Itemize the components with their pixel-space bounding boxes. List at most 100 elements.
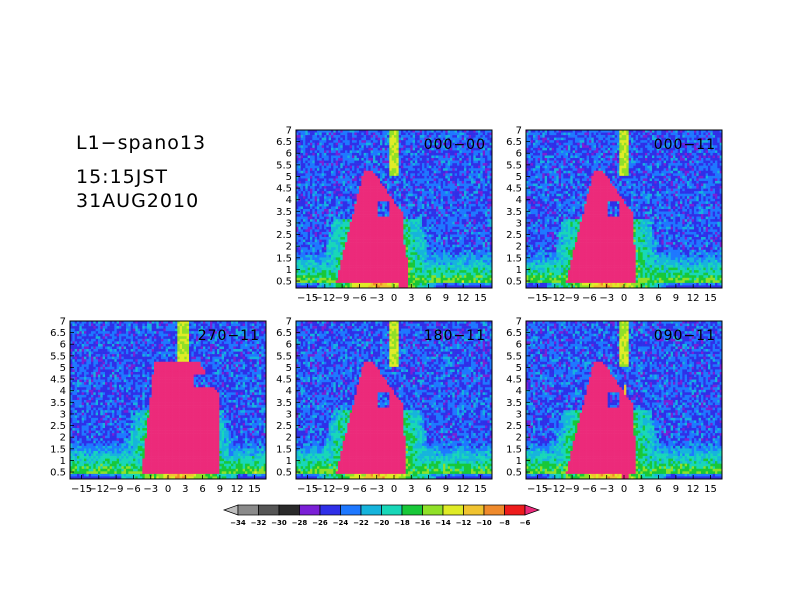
- heatmap-cell: [464, 237, 467, 240]
- heatmap-cell: [466, 273, 469, 276]
- heatmap-cell: [420, 265, 423, 268]
- heatmap-cell: [345, 173, 348, 176]
- heatmap-cell: [303, 255, 306, 258]
- heatmap-cell: [471, 257, 474, 260]
- heatmap-cell: [434, 224, 437, 227]
- heatmap-cell: [361, 178, 364, 181]
- heatmap-cell: [310, 270, 313, 273]
- heatmap-cell: [455, 268, 458, 271]
- heatmap-cell: [399, 201, 402, 204]
- heatmap-cell: [443, 263, 446, 266]
- heatmap-cell: [352, 194, 355, 197]
- heatmap-cell: [352, 145, 355, 148]
- heatmap-cell: [357, 143, 360, 146]
- heatmap-cell: [469, 242, 472, 245]
- heatmap-cell: [471, 265, 474, 268]
- heatmap-cell: [445, 263, 448, 266]
- heatmap-cell: [401, 148, 404, 151]
- heatmap-cell: [371, 196, 374, 199]
- heatmap-cell: [445, 153, 448, 156]
- heatmap-cell: [359, 265, 362, 268]
- heatmap-cell: [357, 209, 360, 212]
- heatmap-cell: [394, 184, 397, 187]
- heatmap-cell: [436, 206, 439, 209]
- heatmap-cell: [333, 168, 336, 171]
- heatmap-cell: [331, 242, 334, 245]
- heatmap-cell: [336, 171, 339, 174]
- heatmap-cell: [392, 227, 395, 230]
- heatmap-cell: [343, 209, 346, 212]
- heatmap-cell: [445, 166, 448, 169]
- heatmap-cell: [413, 181, 416, 184]
- heatmap-cell: [452, 181, 455, 184]
- heatmap-cell: [462, 201, 465, 204]
- heatmap-cell: [371, 153, 374, 156]
- heatmap-cell: [380, 229, 383, 232]
- heatmap-cell: [464, 268, 467, 271]
- heatmap-cell: [366, 143, 369, 146]
- heatmap-cell: [443, 268, 446, 271]
- heatmap-cell: [429, 245, 432, 248]
- heatmap-cell: [378, 150, 381, 153]
- heatmap-cell: [466, 178, 469, 181]
- heatmap-cell: [487, 275, 490, 278]
- heatmap-cell: [347, 161, 350, 164]
- heatmap-cell: [305, 273, 308, 276]
- heatmap-cell: [478, 275, 481, 278]
- heatmap-cell: [396, 265, 399, 268]
- heatmap-cell: [357, 176, 360, 179]
- heatmap-cell: [345, 209, 348, 212]
- heatmap-cell: [483, 247, 486, 250]
- heatmap-cell: [443, 133, 446, 136]
- heatmap-cell: [448, 275, 451, 278]
- heatmap-cell: [473, 184, 476, 187]
- heatmap-cell: [352, 217, 355, 220]
- heatmap-cell: [464, 227, 467, 230]
- heatmap-cell: [303, 237, 306, 240]
- heatmap-cell: [394, 138, 397, 141]
- heatmap-cell: [301, 275, 304, 278]
- heatmap-cell: [326, 234, 329, 237]
- heatmap-cell: [473, 168, 476, 171]
- heatmap-cell: [476, 240, 479, 243]
- heatmap-cell: [424, 204, 427, 207]
- heatmap-cell: [457, 250, 460, 253]
- heatmap-cell: [301, 255, 304, 258]
- heatmap-cell: [378, 234, 381, 237]
- heatmap-cell: [459, 163, 462, 166]
- heatmap-cell: [371, 171, 374, 174]
- heatmap-cell: [310, 145, 313, 148]
- heatmap-cell: [364, 176, 367, 179]
- heatmap-cell: [378, 260, 381, 263]
- heatmap-cell: [424, 242, 427, 245]
- heatmap-cell: [473, 219, 476, 222]
- heatmap-cell: [462, 227, 465, 230]
- heatmap-cell: [315, 206, 318, 209]
- heatmap-cell: [347, 176, 350, 179]
- heatmap-cell: [410, 168, 413, 171]
- heatmap-cell: [308, 135, 311, 138]
- heatmap-cell: [466, 250, 469, 253]
- heatmap-cell: [483, 222, 486, 225]
- heatmap-cell: [317, 214, 320, 217]
- heatmap-cell: [389, 263, 392, 266]
- heatmap-cell: [347, 209, 350, 212]
- heatmap-cell: [357, 257, 360, 260]
- heatmap-cell: [403, 227, 406, 230]
- heatmap-cell: [333, 252, 336, 255]
- heatmap-cell: [359, 184, 362, 187]
- heatmap-cell: [340, 168, 343, 171]
- heatmap-cell: [485, 240, 488, 243]
- heatmap-cell: [366, 250, 369, 253]
- heatmap-cell: [415, 265, 418, 268]
- heatmap-cell: [324, 206, 327, 209]
- heatmap-cell: [389, 247, 392, 250]
- heatmap-cell: [478, 181, 481, 184]
- heatmap-cell: [434, 242, 437, 245]
- heatmap-cell: [324, 209, 327, 212]
- heatmap-cell: [401, 268, 404, 271]
- heatmap-cell: [298, 148, 301, 151]
- heatmap-cell: [333, 212, 336, 215]
- heatmap-cell: [364, 196, 367, 199]
- heatmap-cell: [324, 163, 327, 166]
